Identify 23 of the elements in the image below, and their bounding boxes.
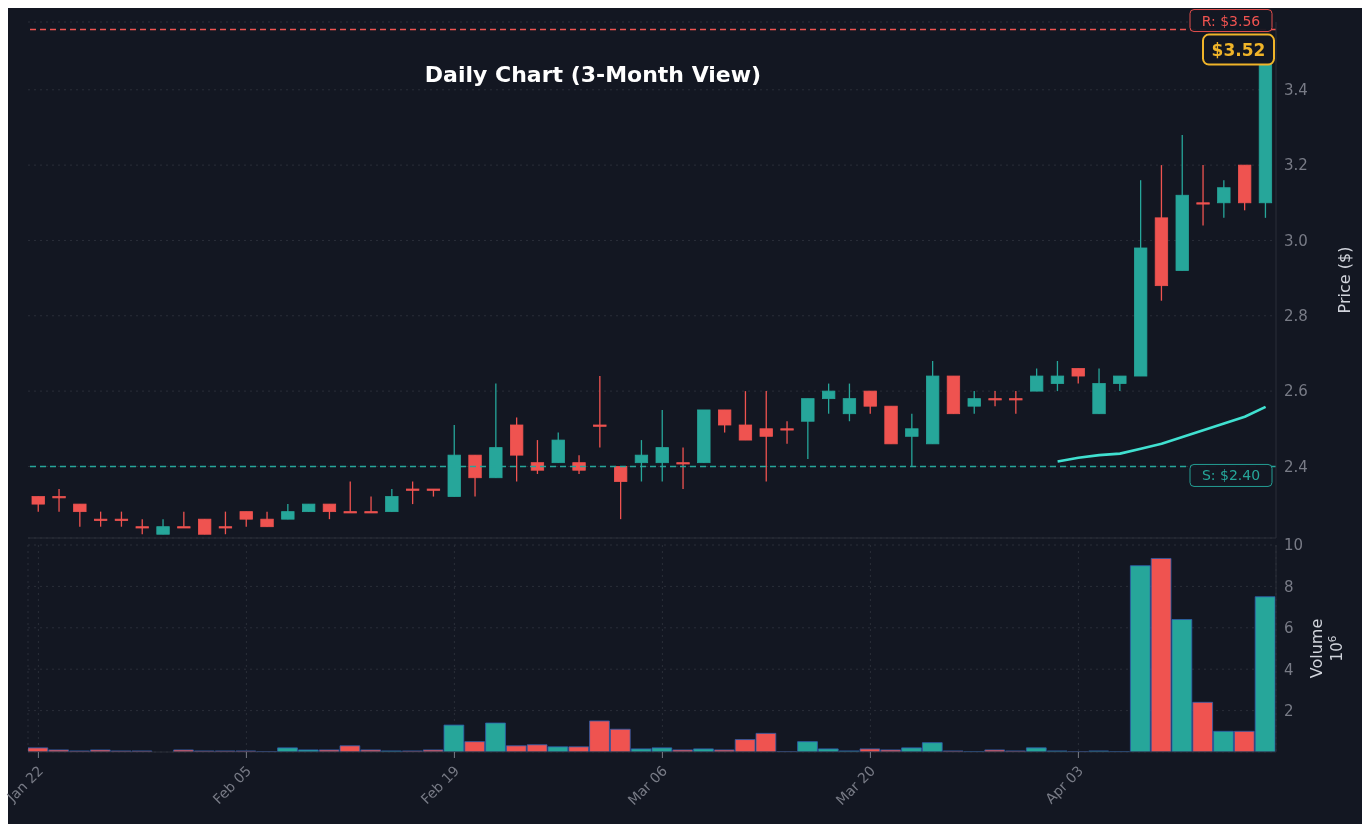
x-tick-label: Feb 19: [417, 762, 463, 808]
text: Daily Chart (3-Month View): [423, 62, 763, 87]
x-tick-label: Apr 03: [1042, 762, 1087, 807]
x-tick-label: Feb 05: [209, 762, 255, 808]
y-tick-label: 10: [1284, 536, 1304, 555]
y-tick-label: 3.2: [1284, 156, 1308, 175]
y-tick-label: 2.8: [1284, 307, 1308, 326]
x-tick-label: Mar 06: [624, 762, 671, 809]
y-tick-label: 2: [1284, 701, 1294, 720]
y-tick-label: 6: [1284, 619, 1294, 638]
y-axis-title: Volume: [1307, 618, 1326, 679]
y-tick-label: 2.4: [1284, 457, 1308, 476]
x-tick-label: Mar 20: [832, 762, 879, 809]
ref-line-label: S: $2.40: [1201, 467, 1261, 484]
y-tick-label: 2.6: [1284, 382, 1308, 401]
y-axis-title: Price ($): [1334, 246, 1354, 314]
annotation: $3.52: [1211, 39, 1266, 60]
ref-line-label: R: $3.56: [1201, 12, 1261, 29]
y-tick-label: 3.0: [1284, 231, 1308, 250]
x-tick-label: Jan 22: [3, 762, 47, 806]
y-tick-label: 4: [1284, 660, 1294, 679]
y-tick-label: 8: [1284, 577, 1294, 596]
y-tick-label: 3.4: [1284, 81, 1308, 100]
